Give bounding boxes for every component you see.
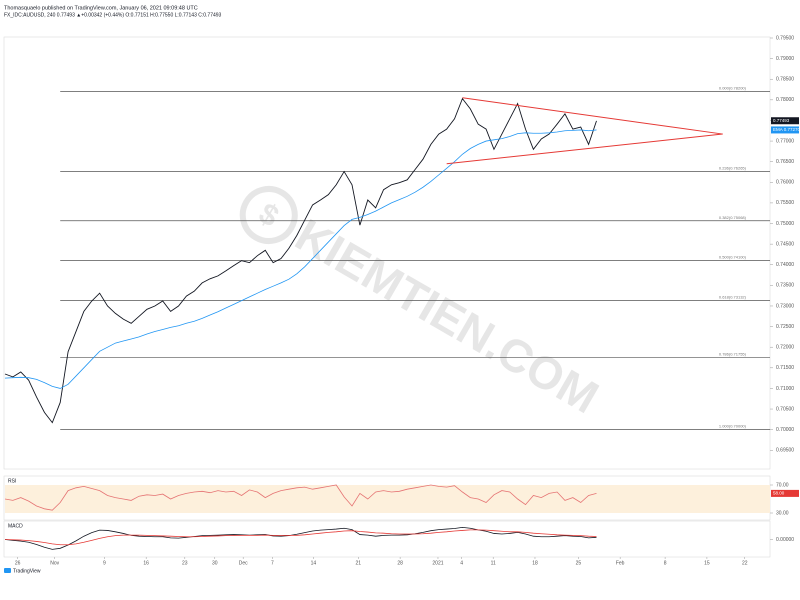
x-tick-label: 21: [356, 560, 362, 566]
x-tick-label: 28: [397, 560, 403, 566]
fib-label: 0.500(0.74100): [719, 255, 747, 260]
price-badge: [771, 117, 799, 125]
triangle-line: [462, 97, 723, 135]
fib-label: 0.000(0.78200): [719, 86, 747, 91]
y-tick-label: 0.76000: [776, 180, 794, 186]
price-badge-label: 58.00: [773, 491, 785, 496]
x-tick-label: 7: [271, 560, 274, 566]
fib-label: 0.236(0.76265): [719, 165, 747, 170]
x-tick-label: 11: [491, 560, 496, 566]
fib-label: 0.382(0.75068): [719, 215, 747, 220]
macd-panel: [3, 520, 771, 558]
x-tick-label: Nov: [50, 560, 59, 566]
series-line: [4, 97, 597, 424]
x-tick-label: 30: [212, 560, 218, 566]
triangle-line: [446, 133, 723, 165]
footer: TradingView: [13, 568, 41, 574]
x-tick-label: 23: [182, 560, 188, 566]
x-tick-label: 9: [103, 560, 106, 566]
x-tick-label: 25: [576, 560, 582, 566]
x-tick-label: 26: [15, 560, 21, 566]
x-tick-label: 18: [532, 560, 538, 566]
main-panel: [3, 36, 771, 470]
watermark-logo: [239, 186, 298, 245]
series-line: [4, 529, 597, 546]
y-tick-label: 0.69500: [776, 448, 794, 454]
fib-label: 0.618(0.73132): [719, 295, 747, 300]
series-line: [4, 484, 597, 511]
x-tick-label: 4: [460, 560, 463, 566]
y-tick-label: 0.73500: [776, 283, 794, 289]
y-tick-label: 0.77000: [776, 138, 794, 144]
y-tick-label: 0.00000: [776, 537, 794, 543]
header-author: Thomasquaelo published on TradingView.co…: [4, 5, 198, 11]
series-line: [4, 129, 597, 389]
x-tick-label: Feb: [616, 560, 625, 566]
y-tick-label: 0.78000: [776, 97, 794, 103]
watermark-text: KIEMTIEN.COM: [287, 208, 607, 423]
x-tick-label: 8: [664, 560, 667, 566]
x-tick-label: 14: [311, 560, 317, 566]
y-tick-label: 70.00: [776, 482, 789, 488]
y-tick-label: 0.70500: [776, 406, 794, 412]
y-tick-label: 0.74000: [776, 262, 794, 268]
watermark: $ KIEMTIEN.COM: [239, 186, 607, 423]
x-tick-label: Dec: [239, 560, 248, 566]
panel-title: RSI: [8, 478, 16, 484]
price-badge: [771, 126, 799, 134]
footer-logo: [4, 568, 11, 573]
fib-label: 0.786(0.71755): [719, 351, 747, 356]
y-tick-label: 0.79500: [776, 35, 794, 41]
y-tick-label: 0.74500: [776, 241, 794, 247]
y-tick-label: 0.73000: [776, 303, 794, 309]
y-tick-label: 0.78500: [776, 77, 794, 83]
rsi-band: [5, 485, 770, 513]
y-tick-label: 0.72000: [776, 345, 794, 351]
x-tick-label: 16: [143, 560, 149, 566]
y-tick-label: 0.71500: [776, 365, 794, 371]
fib-label: 1.000(0.70000): [719, 424, 747, 429]
y-tick-label: 0.71000: [776, 386, 794, 392]
price-badge: [771, 489, 799, 497]
x-tick-label: 22: [742, 560, 748, 566]
x-tick-label: 15: [704, 560, 710, 566]
y-tick-label: 30.00: [776, 510, 789, 516]
header-symbol: FX_IDC:AUDUSD, 240 0.77493 ▲+0.00342 (+0…: [4, 12, 222, 18]
price-badge-label: EMA 0.77270: [773, 127, 800, 132]
y-tick-label: 0.79000: [776, 56, 794, 62]
x-tick-label: 2021: [432, 560, 443, 566]
y-tick-label: 0.75000: [776, 221, 794, 227]
y-tick-label: 0.70000: [776, 427, 794, 433]
y-tick-label: 0.75500: [776, 200, 794, 206]
watermark-symbol: $: [253, 197, 284, 234]
series-line: [4, 526, 597, 550]
y-tick-label: 0.72500: [776, 324, 794, 330]
price-badge-label: 0.77493: [773, 118, 790, 123]
y-tick-label: 0.76500: [776, 159, 794, 165]
panel-title: MACD: [8, 523, 23, 529]
